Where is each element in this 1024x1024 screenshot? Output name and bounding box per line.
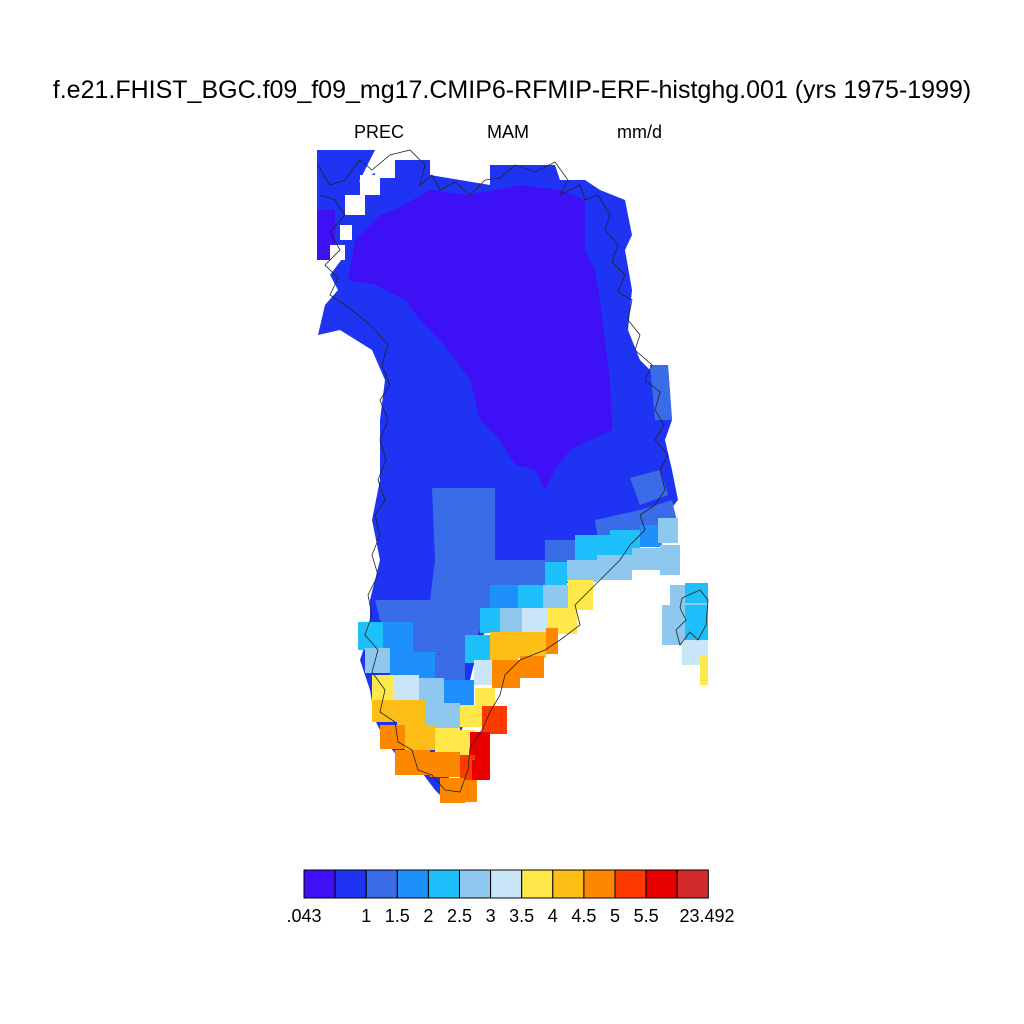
map-cell	[348, 185, 612, 490]
colorbar-tick-label: 2	[423, 906, 433, 926]
colorbar-tick-label: 4	[548, 906, 558, 926]
map-cell	[520, 656, 544, 678]
colorbar-box	[521, 869, 554, 899]
coastline	[317, 149, 669, 793]
map-cell	[430, 752, 460, 777]
iceland-coastline	[675, 589, 709, 646]
colorbar-tick-label: 1.5	[385, 906, 410, 926]
map-cell	[700, 655, 708, 685]
plot-title: f.e21.FHIST_BGC.f09_f09_mg17.CMIP6-RFMIP…	[52, 76, 972, 104]
colorbar-boxes	[303, 869, 709, 899]
colorbar-tick-label: 3	[486, 906, 496, 926]
units-label: mm/d	[617, 122, 662, 142]
colorbar-box	[614, 869, 647, 899]
map-cell	[470, 732, 490, 762]
colorbar-box	[365, 869, 398, 899]
colorbar-box	[427, 869, 460, 899]
map-cell	[395, 750, 430, 775]
missing-cell	[375, 160, 395, 178]
map-cell	[419, 678, 444, 703]
map-cell	[597, 555, 632, 580]
colorbar-labels: .043 1 1.5 2 2.5 3 3.5 4 4.5 5 5.5 23.492	[286, 906, 734, 926]
colorbar-box	[396, 869, 429, 899]
map-cell	[358, 622, 383, 650]
colorbar-tick-label: 2.5	[447, 906, 472, 926]
map-cell	[500, 608, 522, 633]
colorbar-tick-label: 4.5	[571, 906, 596, 926]
map-cell	[543, 585, 568, 610]
map-cell	[465, 635, 490, 663]
map-cell	[435, 655, 465, 680]
map-cell	[630, 470, 668, 505]
map-cell	[372, 700, 397, 722]
map-cell	[490, 632, 518, 660]
map-cell	[397, 700, 425, 725]
colorbar-box	[334, 869, 367, 899]
map-cell	[518, 632, 546, 658]
map-cell	[375, 488, 545, 660]
colorbar-tick-label: .043	[286, 906, 321, 926]
map-cell	[660, 545, 680, 575]
map-cell	[465, 780, 477, 802]
colorbar-box	[490, 869, 523, 899]
season-label: MAM	[487, 122, 529, 142]
map-cell	[413, 630, 438, 655]
map-cell	[474, 660, 492, 685]
missing-cell	[345, 195, 365, 215]
map-cell	[650, 365, 672, 420]
map-cell	[480, 608, 500, 633]
colorbar-tick-label: 5.5	[634, 906, 659, 926]
colorbar-box	[459, 869, 492, 899]
map-cell	[490, 585, 518, 610]
colorbar-tick-label: 23.492	[679, 906, 734, 926]
map-cell	[425, 703, 460, 728]
map-cell	[444, 680, 474, 705]
map-cell	[632, 548, 660, 570]
map-cell	[460, 755, 475, 783]
map-cell	[380, 725, 405, 749]
map-cell	[390, 650, 410, 675]
map-cell	[518, 585, 543, 610]
map-cell	[435, 728, 460, 753]
colorbar-box	[552, 869, 585, 899]
map-cell	[545, 540, 575, 562]
missing-cell	[360, 175, 380, 195]
map-cell	[383, 622, 413, 652]
map-cell	[568, 580, 593, 610]
map-cell	[394, 675, 419, 700]
map-cell	[567, 560, 597, 582]
map-cell	[405, 725, 435, 750]
map-cell	[522, 608, 547, 633]
map-cell	[472, 760, 490, 780]
map-cell	[475, 688, 495, 710]
colorbar-box	[645, 869, 678, 899]
colorbar-tick-label: 3.5	[509, 906, 534, 926]
map-cell	[658, 518, 678, 543]
missing-cell	[340, 225, 352, 240]
map-cells	[317, 150, 708, 803]
colorbar-box	[303, 869, 336, 899]
map-cell	[545, 562, 567, 586]
map-cell	[640, 525, 662, 547]
colorbar-box	[583, 869, 616, 899]
variable-label: PREC	[354, 122, 405, 142]
map-cell	[685, 583, 708, 603]
map-cell	[460, 705, 482, 727]
colorbar-box	[676, 869, 709, 899]
colorbar-tick-label: 5	[610, 906, 620, 926]
colorbar-tick-label: 1	[361, 906, 371, 926]
